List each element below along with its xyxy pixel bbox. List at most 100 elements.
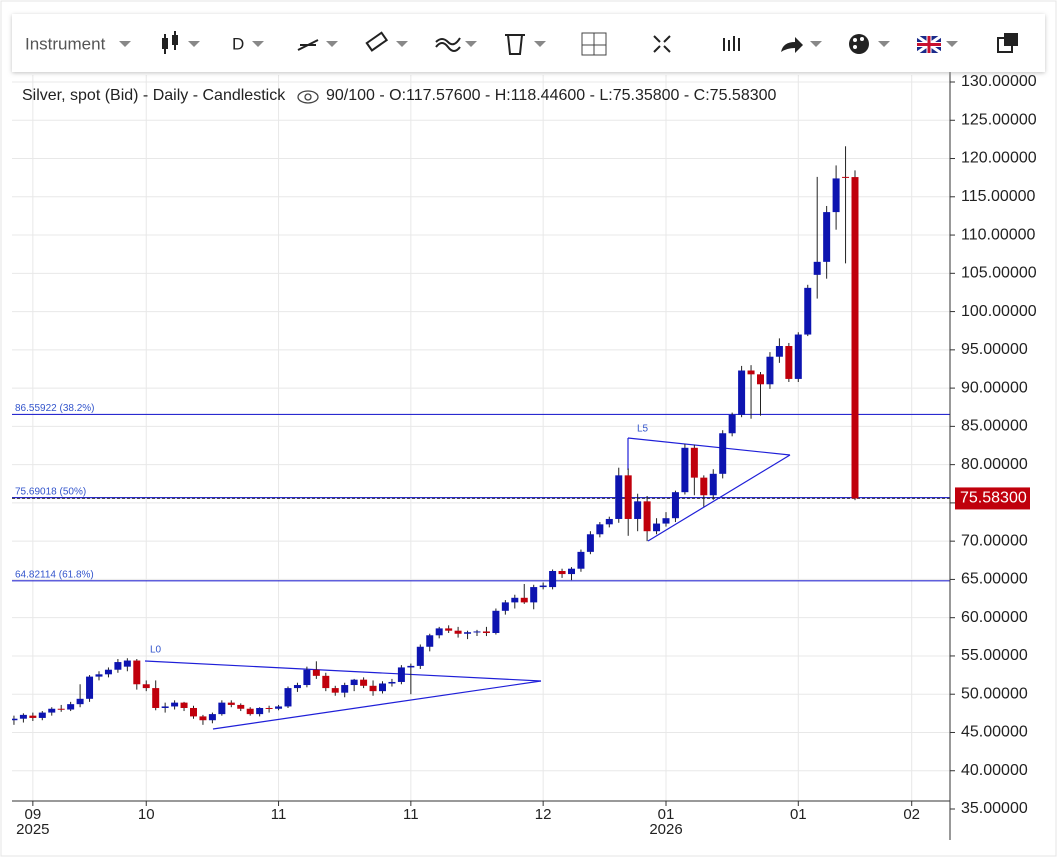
candles: [12, 146, 859, 725]
theme-button[interactable]: [849, 34, 890, 54]
candle-body: [303, 669, 311, 686]
candle-body: [464, 632, 472, 634]
candle-body: [492, 610, 500, 633]
candle-body: [690, 447, 698, 478]
levels: 86.55922 (38.2%) 75.69018 (50%) 64.82114 (…: [12, 403, 950, 582]
share-button[interactable]: [781, 37, 822, 53]
candle-body: [133, 660, 141, 685]
y-tick-label: 95.00000: [961, 341, 1028, 358]
candle-body: [388, 681, 396, 684]
candle-body: [653, 523, 661, 532]
y-tick-label: 60.00000: [961, 609, 1028, 626]
candle-body: [605, 518, 613, 525]
fullscreen-button[interactable]: [653, 35, 671, 53]
candle-body: [549, 571, 557, 588]
draw-line-button[interactable]: [297, 39, 338, 51]
trendline: [627, 437, 791, 456]
candle-body: [482, 631, 490, 633]
candle-body: [152, 688, 160, 708]
candle-body: [86, 676, 94, 699]
candle-body: [671, 492, 679, 519]
candle-body: [766, 356, 774, 385]
candle-body: [284, 688, 292, 707]
trendline: [212, 680, 542, 730]
candle-body: [312, 669, 320, 676]
candle-body: [416, 646, 424, 666]
candle-body: [681, 447, 689, 493]
y-tick-label: 130.00000: [961, 73, 1037, 90]
candle-body: [586, 534, 594, 552]
candle-body: [501, 602, 509, 611]
candle-body: [199, 716, 207, 721]
candle-body: [813, 261, 821, 275]
candle-body: [331, 688, 339, 693]
y-tick-label: 70.00000: [961, 532, 1028, 549]
x-year-label: 2025: [16, 821, 49, 838]
candle-body: [577, 551, 585, 569]
candle-body: [38, 712, 46, 718]
candle-body: [407, 665, 415, 668]
x-tick-label: 01: [658, 806, 675, 823]
volume-button[interactable]: [723, 36, 740, 51]
candle-body: [511, 597, 519, 603]
y-tick-label: 40.00000: [961, 762, 1028, 779]
chart-type-button[interactable]: [162, 31, 200, 54]
fib-level-label: 64.82114 (61.8%): [15, 569, 94, 580]
interval-button[interactable]: D: [232, 34, 244, 53]
eye-icon: [297, 90, 319, 104]
language-button[interactable]: [916, 34, 958, 55]
y-tick-label: 115.00000: [961, 188, 1036, 205]
candle-body: [709, 473, 717, 496]
y-tick-label: 65.00000: [961, 571, 1028, 588]
candle-body: [360, 679, 368, 686]
candle-body: [237, 704, 245, 709]
candle-body: [161, 706, 169, 708]
y-tick-label: 100.00000: [961, 303, 1037, 320]
instrument-button[interactable]: Instrument: [25, 34, 106, 53]
candle-body: [473, 631, 481, 633]
y-tick-label: 85.00000: [961, 418, 1028, 435]
candle-body: [530, 587, 538, 603]
candle-body: [48, 708, 56, 713]
x-tick-label: 11: [271, 806, 287, 823]
candle-body: [67, 704, 75, 710]
candle-body: [568, 568, 575, 575]
candle-body: [643, 501, 651, 532]
candle-body: [256, 707, 264, 715]
candle-body: [397, 667, 405, 682]
crosshair-button[interactable]: [581, 32, 607, 56]
x-tick-label: 02: [903, 806, 920, 823]
candle-body: [104, 669, 112, 675]
drawing-label: L5: [637, 424, 649, 435]
candle-body: [615, 475, 623, 519]
indicator-button[interactable]: [435, 37, 477, 52]
candle-body: [12, 718, 18, 721]
y-tick-label: 80.00000: [961, 456, 1028, 473]
measure-button[interactable]: [365, 31, 408, 52]
candle-body: [596, 524, 604, 535]
y-tick-label: 45.00000: [961, 724, 1028, 741]
candle-body: [142, 684, 150, 689]
candle-body: [208, 714, 216, 721]
candle-body: [19, 714, 27, 719]
y-tick-label: 90.00000: [961, 379, 1028, 396]
candle-body: [218, 702, 226, 715]
candle-body: [76, 698, 84, 705]
candle-body: [95, 674, 103, 677]
y-tick-label: 35.00000: [961, 800, 1028, 817]
candle-body: [757, 374, 764, 385]
candle-body: [379, 683, 386, 692]
delete-button[interactable]: [505, 34, 546, 55]
candle-body: [29, 715, 37, 718]
y-tick-label: 125.00000: [961, 111, 1037, 128]
candle-body: [728, 414, 736, 434]
window-button[interactable]: [997, 33, 1018, 53]
candle-body: [634, 501, 642, 519]
candle-body: [832, 178, 840, 213]
y-tick-label: 120.00000: [961, 150, 1037, 167]
candle-body: [171, 702, 179, 707]
candle-body: [293, 685, 301, 689]
x-tick-label: 11: [403, 806, 419, 823]
fib-level-label: 86.55922 (38.2%): [15, 403, 95, 414]
candle-body: [719, 433, 727, 474]
